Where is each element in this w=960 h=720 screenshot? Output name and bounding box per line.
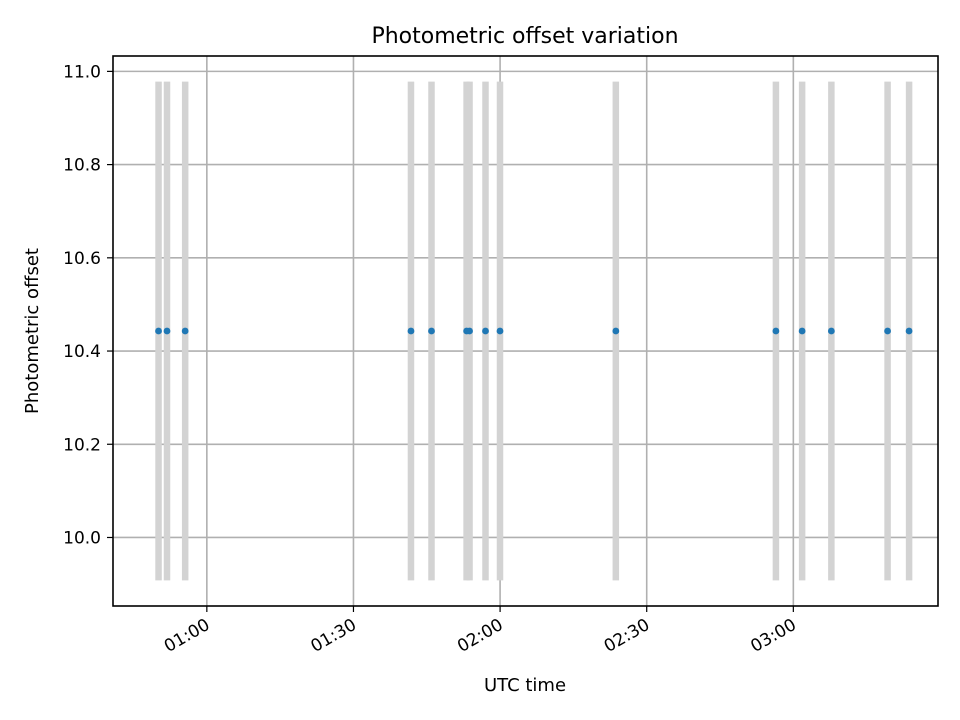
y-tick-label: 10.2	[63, 435, 101, 455]
y-tick-label: 10.0	[63, 528, 101, 548]
x-tick-label: 01:00	[161, 615, 213, 657]
chart-title: Photometric offset variation	[371, 24, 678, 49]
error-bar-layer	[155, 81, 913, 581]
data-point	[155, 327, 162, 335]
grid-layer	[113, 56, 938, 606]
x-axis-label: UTC time	[484, 675, 566, 696]
x-tick-label: 02:00	[454, 615, 506, 657]
x-tick-label: 02:30	[601, 615, 653, 657]
data-point	[884, 327, 891, 335]
x-tick-label: 01:30	[308, 615, 360, 657]
y-tick-label: 11.0	[63, 62, 101, 82]
y-tick-label: 10.4	[63, 342, 101, 362]
data-point	[496, 327, 504, 335]
y-axis-label: Photometric offset	[22, 248, 43, 414]
data-point	[905, 327, 913, 335]
data-point	[772, 327, 780, 335]
data-point	[428, 327, 435, 335]
y-tick-label: 10.6	[63, 249, 101, 269]
data-point	[798, 327, 806, 335]
y-tick-label: 10.8	[63, 156, 101, 176]
data-point	[407, 327, 415, 335]
data-point	[612, 327, 620, 335]
data-point	[482, 327, 489, 335]
data-point	[827, 327, 835, 335]
data-point	[163, 327, 171, 335]
data-point-layer	[155, 327, 913, 335]
data-point	[181, 327, 189, 335]
x-tick-label: 03:00	[747, 615, 799, 657]
plot-frame	[112, 55, 939, 607]
data-point	[466, 327, 473, 335]
